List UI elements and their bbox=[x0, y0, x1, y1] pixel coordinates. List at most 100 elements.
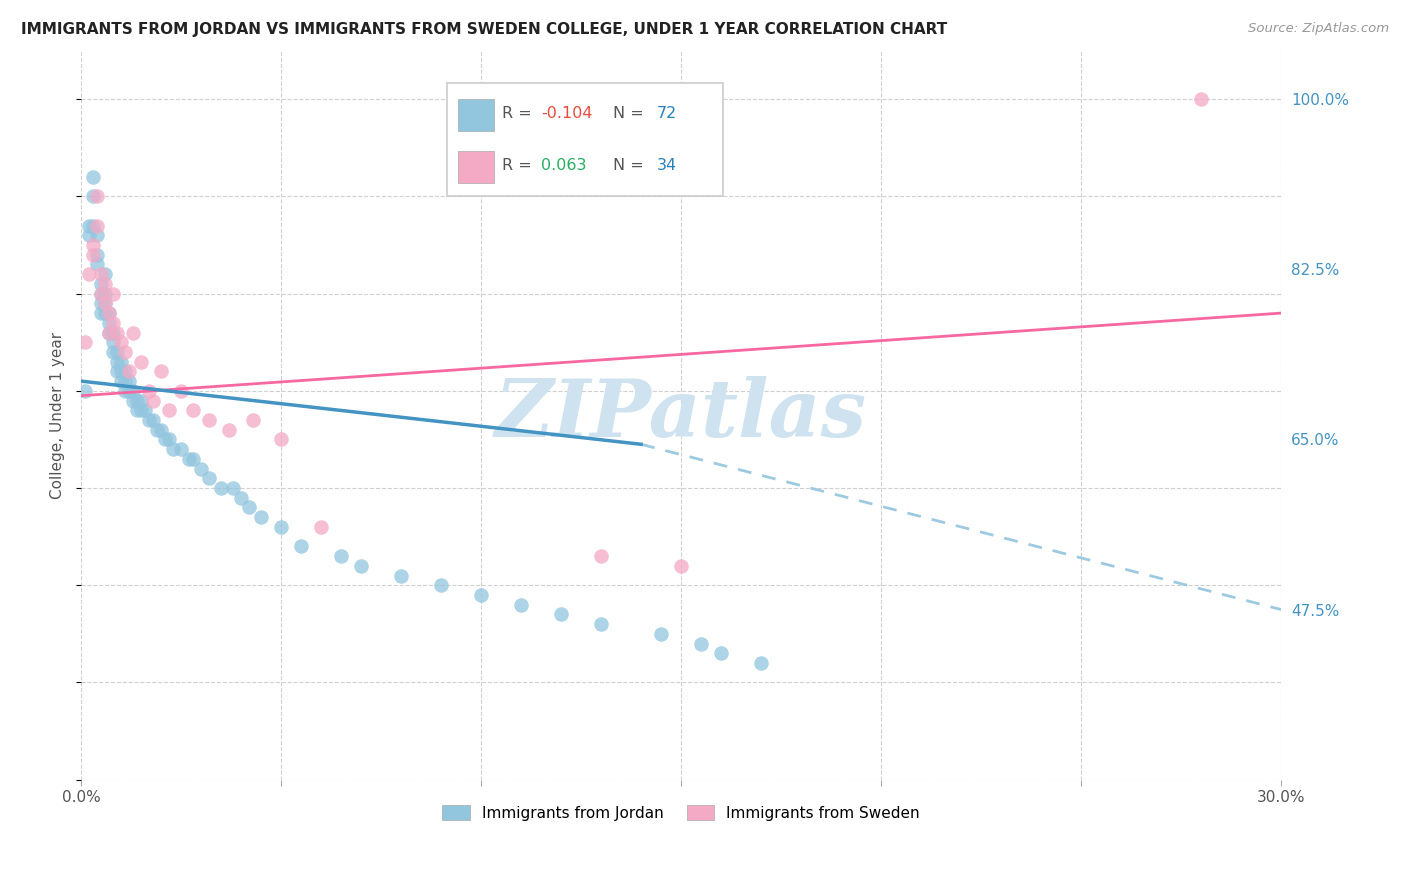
Point bbox=[330, 549, 353, 563]
Point bbox=[389, 568, 412, 582]
Point bbox=[114, 384, 136, 398]
Point bbox=[1189, 92, 1212, 106]
Point bbox=[94, 286, 117, 301]
Point bbox=[127, 393, 149, 408]
Point bbox=[105, 326, 128, 340]
Point bbox=[101, 316, 124, 330]
Text: Source: ZipAtlas.com: Source: ZipAtlas.com bbox=[1249, 22, 1389, 36]
Point bbox=[90, 306, 112, 320]
Point bbox=[82, 219, 104, 233]
Point bbox=[222, 481, 245, 495]
Point bbox=[82, 248, 104, 262]
Point bbox=[157, 433, 180, 447]
Point bbox=[591, 549, 613, 563]
Point bbox=[138, 413, 160, 427]
Y-axis label: College, Under 1 year: College, Under 1 year bbox=[51, 332, 65, 499]
Point bbox=[430, 578, 453, 592]
Point bbox=[179, 451, 201, 466]
Point bbox=[170, 442, 193, 457]
Point bbox=[90, 296, 112, 310]
Point bbox=[82, 169, 104, 184]
Point bbox=[170, 384, 193, 398]
Point bbox=[94, 277, 117, 291]
Point bbox=[94, 296, 117, 310]
Legend: Immigrants from Jordan, Immigrants from Sweden: Immigrants from Jordan, Immigrants from … bbox=[436, 799, 927, 827]
Point bbox=[138, 384, 160, 398]
Point bbox=[510, 598, 533, 612]
Point bbox=[86, 219, 108, 233]
Point bbox=[229, 491, 252, 505]
Point bbox=[157, 403, 180, 417]
Point bbox=[110, 354, 132, 368]
Point bbox=[118, 364, 141, 378]
Point bbox=[82, 238, 104, 252]
Point bbox=[550, 607, 572, 622]
Point bbox=[122, 393, 145, 408]
Point bbox=[270, 520, 292, 534]
Point bbox=[105, 354, 128, 368]
Point bbox=[90, 277, 112, 291]
Point bbox=[101, 286, 124, 301]
Point bbox=[75, 335, 97, 350]
Point bbox=[250, 510, 273, 524]
Point bbox=[209, 481, 232, 495]
Point bbox=[114, 345, 136, 359]
Point bbox=[101, 326, 124, 340]
Text: ZIPatlas: ZIPatlas bbox=[495, 376, 868, 454]
Point bbox=[101, 345, 124, 359]
Point bbox=[129, 354, 152, 368]
Point bbox=[650, 627, 672, 641]
Point bbox=[114, 364, 136, 378]
Point bbox=[591, 617, 613, 632]
Point bbox=[94, 306, 117, 320]
Point bbox=[129, 403, 152, 417]
Point bbox=[82, 189, 104, 203]
Point bbox=[86, 258, 108, 272]
Point bbox=[98, 326, 121, 340]
Point bbox=[94, 267, 117, 281]
Point bbox=[142, 413, 165, 427]
Point bbox=[127, 403, 149, 417]
Point bbox=[749, 656, 772, 670]
Point bbox=[90, 267, 112, 281]
Point bbox=[105, 345, 128, 359]
Point bbox=[134, 403, 156, 417]
Point bbox=[86, 189, 108, 203]
Point bbox=[98, 316, 121, 330]
Point bbox=[238, 500, 260, 515]
Point bbox=[150, 423, 173, 437]
Point bbox=[710, 646, 733, 660]
Point bbox=[86, 248, 108, 262]
Point bbox=[110, 364, 132, 378]
Point bbox=[198, 413, 221, 427]
Point bbox=[98, 326, 121, 340]
Point bbox=[309, 520, 332, 534]
Point bbox=[350, 558, 373, 573]
Point bbox=[90, 286, 112, 301]
Point bbox=[110, 335, 132, 350]
Point bbox=[105, 364, 128, 378]
Point bbox=[690, 636, 713, 650]
Point bbox=[114, 374, 136, 388]
Point bbox=[98, 306, 121, 320]
Point bbox=[98, 306, 121, 320]
Point bbox=[669, 558, 692, 573]
Point bbox=[470, 588, 492, 602]
Point bbox=[90, 286, 112, 301]
Point bbox=[129, 393, 152, 408]
Point bbox=[118, 374, 141, 388]
Point bbox=[118, 384, 141, 398]
Point bbox=[101, 335, 124, 350]
Point bbox=[150, 364, 173, 378]
Point bbox=[75, 384, 97, 398]
Point bbox=[290, 539, 312, 553]
Point bbox=[153, 433, 176, 447]
Point bbox=[94, 296, 117, 310]
Point bbox=[181, 451, 204, 466]
Point bbox=[242, 413, 264, 427]
Point bbox=[181, 403, 204, 417]
Point bbox=[198, 471, 221, 485]
Point bbox=[190, 461, 212, 475]
Point bbox=[110, 374, 132, 388]
Point bbox=[122, 326, 145, 340]
